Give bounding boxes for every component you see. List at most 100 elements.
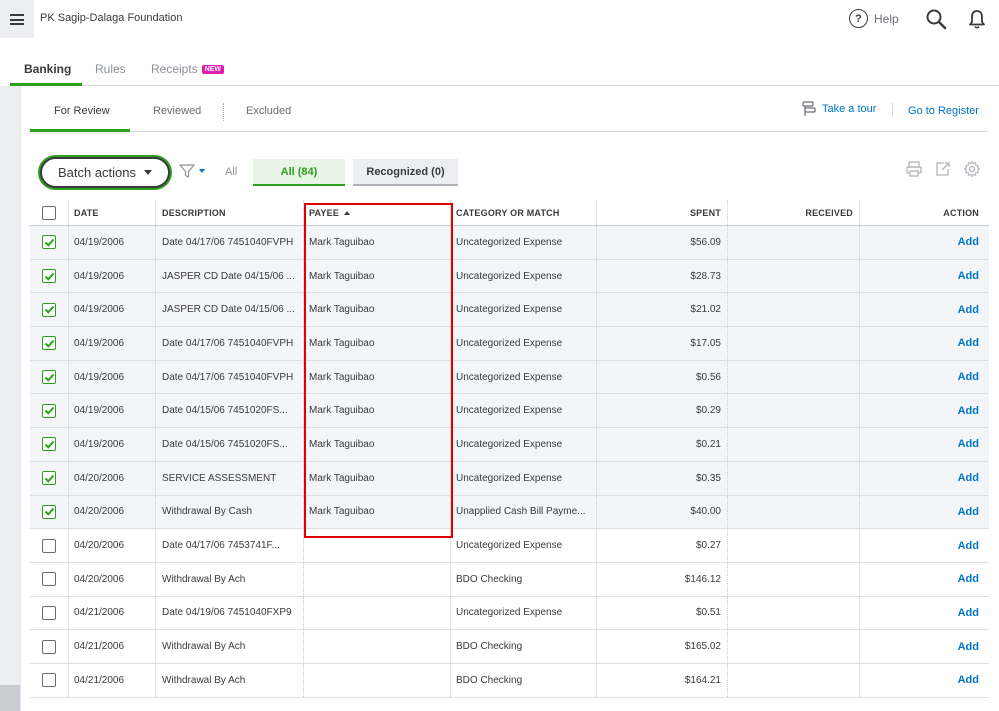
row-select-cell: [30, 361, 68, 394]
row-checkbox[interactable]: [42, 538, 56, 553]
table-row[interactable]: 04/20/2006 Date 04/17/06 7453741F... Uncat…: [30, 529, 989, 563]
row-payee[interactable]: Mark Taguibao: [309, 438, 375, 450]
add-button[interactable]: Add: [957, 404, 979, 417]
all-transactions-pill[interactable]: All (84): [253, 159, 345, 186]
tab-for-review[interactable]: For Review: [54, 105, 110, 117]
notifications-bell-icon[interactable]: [966, 8, 988, 30]
row-checkbox[interactable]: [42, 673, 56, 688]
table-row[interactable]: 04/21/2006 Withdrawal By Ach BDO Checking $…: [30, 663, 989, 698]
row-checkbox[interactable]: [42, 471, 56, 486]
help-button[interactable]: ? Help: [849, 9, 899, 28]
row-checkbox[interactable]: [42, 605, 56, 620]
print-icon[interactable]: [905, 160, 923, 178]
row-payee[interactable]: Mark Taguibao: [309, 405, 375, 417]
take-a-tour-link[interactable]: Take a tour: [802, 101, 876, 117]
row-payee[interactable]: [309, 597, 449, 630]
row-payee[interactable]: Mark Taguibao: [309, 472, 375, 484]
row-category[interactable]: BDO Checking: [456, 573, 523, 585]
add-button[interactable]: Add: [957, 438, 979, 451]
row-payee[interactable]: [309, 529, 449, 562]
active-subtab-indicator: [30, 129, 130, 132]
add-button[interactable]: Add: [957, 270, 979, 283]
row-checkbox[interactable]: [42, 336, 56, 351]
row-checkbox[interactable]: [42, 504, 56, 519]
row-category[interactable]: Uncategorized Expense: [456, 405, 563, 417]
table-row[interactable]: 04/19/2006 Date 04/17/06 7451040FVPH Mark …: [30, 226, 989, 260]
row-checkbox[interactable]: [42, 269, 56, 284]
row-payee[interactable]: Mark Taguibao: [309, 270, 375, 282]
table-row[interactable]: 04/19/2006 JASPER CD Date 04/15/06 ... Mar…: [30, 293, 989, 328]
tab-banking[interactable]: Banking: [24, 62, 72, 76]
add-button[interactable]: Add: [957, 640, 979, 653]
row-payee[interactable]: Mark Taguibao: [309, 337, 375, 349]
add-button[interactable]: Add: [957, 539, 979, 552]
column-category[interactable]: CATEGORY OR MATCH: [456, 207, 560, 218]
table-row[interactable]: 04/20/2006 Withdrawal By Cash Mark Taguiba…: [30, 495, 989, 530]
add-button[interactable]: Add: [957, 606, 979, 619]
row-category[interactable]: Uncategorized Expense: [456, 337, 563, 349]
tab-excluded[interactable]: Excluded: [246, 105, 292, 117]
row-checkbox[interactable]: [42, 403, 56, 418]
column-received[interactable]: RECEIVED: [805, 207, 853, 218]
row-checkbox[interactable]: [42, 370, 56, 385]
row-payee[interactable]: Mark Taguibao: [309, 506, 375, 518]
row-category[interactable]: BDO Checking: [456, 641, 523, 653]
tab-reviewed[interactable]: Reviewed: [153, 105, 202, 117]
table-row[interactable]: 04/19/2006 JASPER CD Date 04/15/06 ... Mar…: [30, 259, 989, 294]
row-payee[interactable]: Mark Taguibao: [309, 371, 375, 383]
row-category[interactable]: Uncategorized Expense: [456, 236, 563, 248]
table-row[interactable]: 04/19/2006 Date 04/17/06 7451040FVPH Mark …: [30, 327, 989, 361]
search-icon[interactable]: [925, 8, 947, 30]
row-checkbox[interactable]: [42, 639, 56, 654]
row-category[interactable]: Unapplied Cash Bill Payme...: [456, 506, 586, 518]
row-checkbox[interactable]: [42, 235, 56, 250]
row-category[interactable]: Uncategorized Expense: [456, 371, 563, 383]
row-category[interactable]: Uncategorized Expense: [456, 270, 563, 282]
add-button[interactable]: Add: [957, 303, 979, 316]
go-to-register-link[interactable]: Go to Register: [908, 105, 979, 117]
row-checkbox[interactable]: [42, 572, 56, 587]
table-row[interactable]: 04/20/2006 SERVICE ASSESSMENT Mark Taguiba…: [30, 461, 989, 496]
add-button[interactable]: Add: [957, 337, 979, 350]
row-payee[interactable]: [309, 630, 449, 663]
add-button[interactable]: Add: [957, 573, 979, 586]
batch-actions-button[interactable]: Batch actions: [40, 157, 170, 188]
settings-gear-icon[interactable]: [963, 160, 981, 178]
table-row[interactable]: 04/21/2006 Date 04/19/06 7451040FXP9 Uncat…: [30, 596, 989, 631]
menu-icon[interactable]: [0, 0, 34, 38]
row-category[interactable]: BDO Checking: [456, 674, 523, 686]
column-description[interactable]: DESCRIPTION: [162, 207, 226, 218]
recognized-transactions-pill[interactable]: Recognized (0): [353, 159, 458, 186]
table-row[interactable]: 04/19/2006 Date 04/15/06 7451020FS... Mark…: [30, 394, 989, 429]
row-category[interactable]: Uncategorized Expense: [456, 607, 563, 619]
row-category[interactable]: Uncategorized Expense: [456, 304, 563, 316]
select-all-checkbox[interactable]: [42, 205, 56, 220]
row-category[interactable]: Uncategorized Expense: [456, 438, 563, 450]
filter-button[interactable]: [179, 163, 205, 179]
row-payee[interactable]: Mark Taguibao: [309, 304, 375, 316]
row-action-cell: Add: [865, 293, 979, 326]
row-category[interactable]: Uncategorized Expense: [456, 472, 563, 484]
row-checkbox[interactable]: [42, 302, 56, 317]
add-button[interactable]: Add: [957, 472, 979, 485]
add-button[interactable]: Add: [957, 371, 979, 384]
add-button[interactable]: Add: [957, 674, 979, 687]
row-payee[interactable]: [309, 563, 449, 596]
add-button[interactable]: Add: [957, 236, 979, 249]
tab-receipts[interactable]: Receipts NEW: [151, 62, 225, 76]
column-date[interactable]: DATE: [74, 207, 99, 218]
table-row[interactable]: 04/19/2006 Date 04/17/06 7451040FVPH Mark …: [30, 360, 989, 395]
add-button[interactable]: Add: [957, 505, 979, 518]
table-row[interactable]: 04/20/2006 Withdrawal By Ach BDO Checking $…: [30, 562, 989, 597]
column-payee[interactable]: PAYEE: [309, 200, 449, 225]
table-row[interactable]: 04/19/2006 Date 04/15/06 7451020FS... Mark…: [30, 428, 989, 462]
row-payee[interactable]: Mark Taguibao: [309, 236, 375, 248]
row-checkbox[interactable]: [42, 437, 56, 452]
export-icon[interactable]: [934, 160, 952, 178]
tab-rules[interactable]: Rules: [95, 62, 126, 76]
row-category[interactable]: Uncategorized Expense: [456, 540, 563, 552]
gutter-scroll-handle[interactable]: [0, 685, 20, 711]
column-spent[interactable]: SPENT: [689, 207, 721, 218]
table-row[interactable]: 04/21/2006 Withdrawal By Ach BDO Checking $…: [30, 630, 989, 664]
row-payee[interactable]: [309, 664, 449, 697]
